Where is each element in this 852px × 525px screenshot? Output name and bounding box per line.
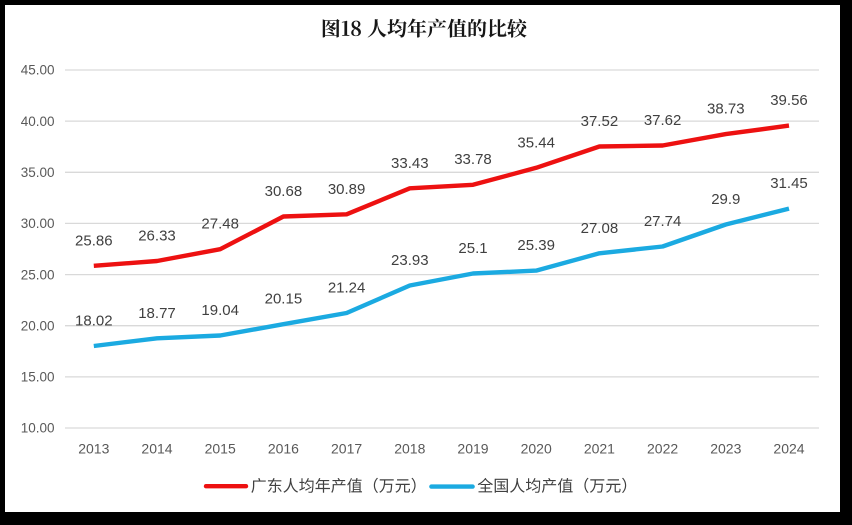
- svg-text:20.15: 20.15: [265, 291, 303, 308]
- svg-text:39.56: 39.56: [770, 92, 808, 109]
- svg-text:2014: 2014: [141, 441, 172, 457]
- svg-text:37.62: 37.62: [644, 112, 682, 129]
- svg-text:31.45: 31.45: [770, 175, 808, 192]
- svg-text:2015: 2015: [205, 441, 236, 457]
- svg-text:25.39: 25.39: [517, 237, 555, 254]
- svg-text:15.00: 15.00: [21, 370, 55, 385]
- svg-text:19.04: 19.04: [201, 302, 239, 319]
- svg-text:35.00: 35.00: [21, 165, 55, 180]
- svg-text:2020: 2020: [521, 441, 552, 457]
- svg-text:33.78: 33.78: [454, 151, 492, 168]
- svg-text:33.43: 33.43: [391, 155, 429, 172]
- svg-text:2016: 2016: [268, 441, 299, 457]
- svg-text:30.89: 30.89: [328, 181, 366, 198]
- svg-text:26.33: 26.33: [138, 227, 176, 244]
- svg-text:25.00: 25.00: [21, 267, 55, 282]
- svg-text:10.00: 10.00: [21, 421, 55, 436]
- svg-text:45.00: 45.00: [21, 63, 55, 78]
- svg-text:2023: 2023: [710, 441, 741, 457]
- svg-text:27.48: 27.48: [201, 216, 239, 233]
- svg-text:23.93: 23.93: [391, 252, 429, 269]
- svg-text:27.08: 27.08: [581, 220, 619, 237]
- svg-text:30.68: 30.68: [265, 183, 303, 200]
- svg-text:35.44: 35.44: [517, 134, 555, 151]
- svg-text:25.1: 25.1: [458, 240, 487, 257]
- svg-text:2024: 2024: [773, 441, 804, 457]
- svg-text:18.77: 18.77: [138, 305, 176, 322]
- svg-text:21.24: 21.24: [328, 280, 366, 297]
- svg-text:2017: 2017: [331, 441, 362, 457]
- svg-text:20.00: 20.00: [21, 319, 55, 334]
- svg-text:37.52: 37.52: [581, 113, 619, 130]
- svg-text:27.74: 27.74: [644, 213, 682, 230]
- svg-text:29.9: 29.9: [711, 191, 740, 208]
- svg-text:2013: 2013: [78, 441, 109, 457]
- svg-text:2022: 2022: [647, 441, 678, 457]
- svg-text:25.86: 25.86: [75, 232, 113, 249]
- svg-text:18.02: 18.02: [75, 312, 113, 329]
- svg-text:38.73: 38.73: [707, 101, 745, 118]
- svg-text:30.00: 30.00: [21, 216, 55, 231]
- svg-text:2018: 2018: [394, 441, 425, 457]
- svg-text:40.00: 40.00: [21, 114, 55, 129]
- svg-text:2019: 2019: [457, 441, 488, 457]
- svg-text:2021: 2021: [584, 441, 615, 457]
